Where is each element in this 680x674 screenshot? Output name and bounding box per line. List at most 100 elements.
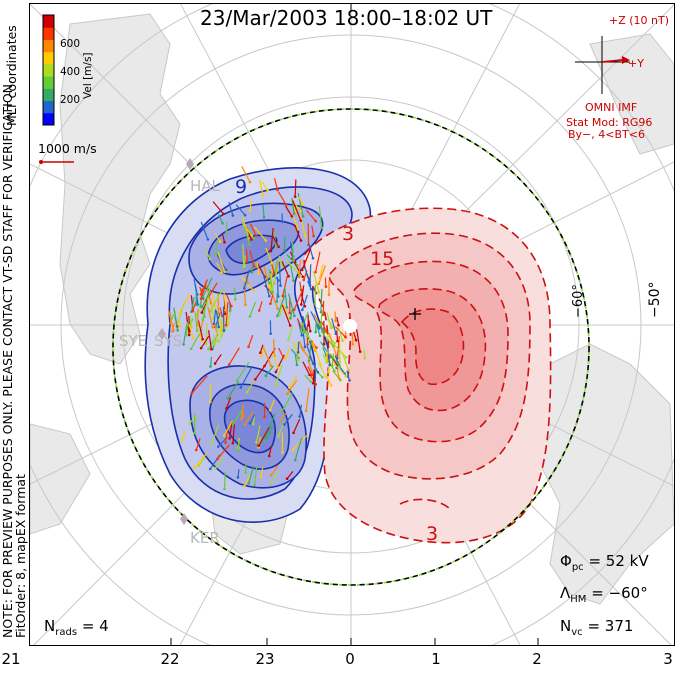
- velocity-vector: [241, 166, 251, 183]
- velocity-vector: [283, 236, 286, 251]
- velocity-vector-origin: [285, 306, 289, 309]
- velocity-vector: [213, 309, 217, 324]
- velocity-vector-origin: [263, 364, 266, 368]
- imf-model-line1: Stat Mod: RG96: [566, 116, 653, 129]
- velocity-vector: [275, 364, 283, 386]
- velocity-vector: [308, 320, 311, 332]
- velocity-vector: [320, 288, 323, 313]
- velocity-vector-origin: [299, 209, 302, 213]
- colorbar-title: Vel [m/s]: [82, 52, 94, 99]
- velocity-vector: [319, 264, 324, 279]
- velocity-vector-origin: [299, 239, 303, 242]
- velocity-vector: [286, 380, 298, 395]
- velocity-vector: [236, 361, 250, 381]
- velocity-vector-origin: [298, 415, 302, 418]
- velocity-vector: [334, 355, 340, 366]
- velocity-vector-origin: [254, 378, 257, 381]
- velocity-vector: [263, 347, 276, 367]
- velocity-vector-origin: [206, 238, 210, 241]
- velocity-vector: [314, 319, 321, 336]
- velocity-vector-origin: [201, 337, 204, 341]
- velocity-vector: [189, 315, 193, 327]
- velocity-vector: [320, 313, 323, 325]
- velocity-vector-origin: [253, 265, 256, 268]
- velocity-vector: [195, 438, 201, 451]
- velocity-vector: [301, 294, 308, 311]
- velocity-vector: [277, 191, 287, 206]
- colorbar-segment: [43, 76, 54, 89]
- velocity-vector-origin: [292, 212, 296, 215]
- vector-scale-label: 1000 m/s: [38, 141, 97, 156]
- velocity-vector: [201, 289, 212, 308]
- velocity-vector-origin: [269, 289, 272, 292]
- velocity-vector: [258, 427, 270, 446]
- velocity-vector: [200, 335, 210, 349]
- velocity-vector-origin: [301, 203, 304, 206]
- velocity-vector: [242, 222, 253, 236]
- velocity-vector: [207, 306, 214, 328]
- velocity-vector-origin: [358, 350, 362, 353]
- velocity-vector-origin: [259, 351, 262, 355]
- velocity-vector-origin: [211, 325, 215, 329]
- velocity-vector: [194, 311, 198, 331]
- velocity-vector-origin: [282, 249, 286, 253]
- velocity-vector-origin: [264, 239, 268, 242]
- velocity-vector: [274, 259, 279, 272]
- velocity-vector-origin: [281, 355, 285, 359]
- velocity-vector-origin: [277, 245, 280, 249]
- velocity-vector-origin: [217, 445, 220, 448]
- velocity-vector: [201, 302, 207, 313]
- mlt-label-2: 2: [532, 650, 542, 668]
- velocity-vector: [346, 370, 351, 381]
- velocity-vector-origin: [302, 348, 305, 352]
- contour-label-3-lower: 3: [426, 523, 439, 545]
- velocity-vector-origin: [331, 344, 335, 348]
- velocity-vector-origin: [235, 379, 239, 382]
- station-label-sye: SYE: [119, 332, 148, 350]
- velocity-vector-origin: [313, 302, 317, 306]
- velocity-vector-origin: [201, 318, 205, 321]
- stat-nvc: Nvc = 371: [560, 617, 634, 638]
- velocity-vector: [284, 287, 288, 308]
- velocity-vector: [311, 225, 315, 237]
- velocity-vector-origin: [230, 304, 233, 308]
- velocity-vector-origin: [338, 365, 342, 368]
- velocity-vector-origin: [333, 342, 337, 345]
- velocity-vector-origin: [288, 311, 292, 315]
- velocity-vector: [210, 289, 223, 311]
- velocity-vector-origin: [190, 325, 193, 328]
- velocity-vector-origin: [274, 370, 278, 374]
- velocity-vector-origin: [279, 284, 282, 287]
- velocity-vector-origin: [309, 287, 313, 291]
- velocity-vector: [272, 352, 279, 368]
- velocity-vector-origin: [257, 309, 261, 312]
- velocity-vector-origin: [314, 219, 317, 223]
- velocity-vector-origin: [245, 260, 249, 263]
- velocity-vector: [182, 323, 188, 345]
- velocity-vector-origin: [325, 330, 329, 334]
- velocity-vector-origin: [327, 370, 330, 374]
- velocity-colorbar: [43, 15, 54, 126]
- velocity-vector-origin: [312, 234, 315, 238]
- velocity-vector: [246, 380, 255, 393]
- velocity-vector-origin: [279, 419, 283, 422]
- velocity-vector-origin: [267, 294, 271, 298]
- velocity-vector-origin: [344, 355, 348, 359]
- velocity-vector-origin: [289, 316, 292, 320]
- velocity-vector: [264, 284, 273, 294]
- negative-convection-cell: [144, 167, 371, 523]
- velocity-vector: [293, 224, 302, 241]
- velocity-vector-origin: [223, 487, 226, 491]
- velocity-vector-origin: [203, 315, 206, 319]
- velocity-vector-origin: [297, 359, 300, 362]
- velocity-vector-origin: [210, 443, 213, 446]
- velocity-vector-origin: [301, 308, 304, 312]
- velocity-vector: [292, 342, 300, 357]
- velocity-vector-origin: [337, 323, 340, 327]
- velocity-vector: [299, 346, 310, 359]
- mlt-label-0: 0: [345, 650, 355, 668]
- velocity-vector-origin: [276, 314, 279, 318]
- velocity-vector: [198, 330, 203, 341]
- velocity-vector-origin: [316, 370, 320, 374]
- velocity-vector-origin: [199, 346, 203, 350]
